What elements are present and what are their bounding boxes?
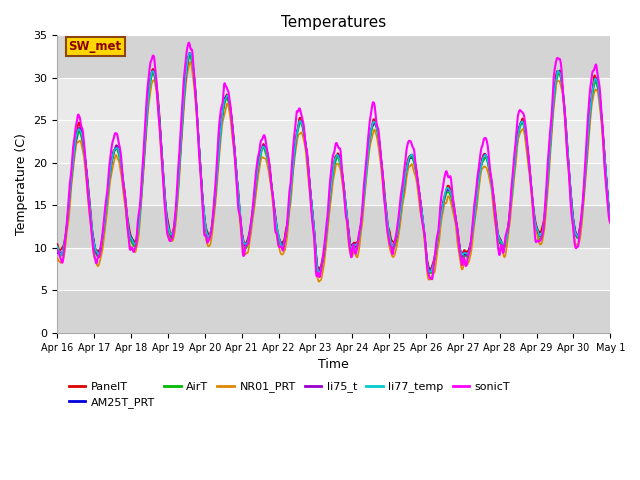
AM25T_PRT: [315, 270, 323, 276]
Bar: [58, 205, 611, 248]
NR01_PRT: [420, 237, 428, 242]
PanelT: [420, 227, 428, 233]
AM25T_PRT: [541, 207, 549, 213]
NR01_PRT: [541, 218, 549, 224]
AirT: [177, 154, 184, 159]
li77_temp: [54, 244, 61, 250]
PanelT: [541, 204, 549, 209]
Bar: [58, 290, 611, 333]
AM25T_PRT: [493, 223, 500, 229]
Line: li77_temp: li77_temp: [58, 53, 611, 273]
li75_t: [493, 222, 500, 228]
Bar: [58, 248, 611, 290]
li77_temp: [239, 234, 246, 240]
sonicT: [185, 40, 193, 46]
NR01_PRT: [315, 279, 323, 285]
li75_t: [607, 212, 614, 217]
PanelT: [607, 211, 614, 216]
NR01_PRT: [177, 157, 184, 163]
PanelT: [493, 218, 500, 224]
NR01_PRT: [493, 231, 500, 237]
NR01_PRT: [607, 220, 614, 226]
li77_temp: [493, 222, 500, 228]
li75_t: [186, 50, 193, 56]
AM25T_PRT: [177, 150, 184, 156]
Line: PanelT: PanelT: [58, 54, 611, 269]
sonicT: [493, 228, 500, 234]
X-axis label: Time: Time: [319, 358, 349, 371]
AirT: [541, 209, 549, 215]
Line: AM25T_PRT: AM25T_PRT: [58, 55, 611, 273]
PanelT: [54, 241, 61, 247]
Line: AirT: AirT: [58, 57, 611, 275]
Legend: PanelT, AM25T_PRT, AirT, NR01_PRT, li75_t, li77_temp, sonicT: PanelT, AM25T_PRT, AirT, NR01_PRT, li75_…: [65, 377, 515, 412]
sonicT: [607, 220, 614, 226]
NR01_PRT: [239, 242, 246, 248]
AM25T_PRT: [420, 230, 428, 236]
li75_t: [420, 226, 428, 231]
AirT: [493, 225, 500, 230]
AirT: [54, 248, 61, 253]
AirT: [186, 54, 194, 60]
PanelT: [186, 51, 194, 57]
sonicT: [428, 276, 436, 282]
li77_temp: [186, 50, 194, 56]
sonicT: [420, 228, 428, 233]
AirT: [420, 232, 428, 238]
PanelT: [427, 266, 435, 272]
PanelT: [239, 233, 246, 239]
AirT: [316, 272, 323, 277]
NR01_PRT: [186, 59, 194, 65]
Bar: [58, 163, 611, 205]
AM25T_PRT: [54, 250, 61, 256]
li77_temp: [420, 228, 428, 234]
Bar: [58, 36, 611, 78]
li75_t: [239, 233, 246, 239]
Bar: [58, 120, 611, 163]
AM25T_PRT: [239, 238, 246, 243]
sonicT: [54, 248, 61, 253]
AirT: [163, 217, 171, 223]
sonicT: [177, 133, 184, 139]
li77_temp: [316, 270, 323, 276]
Text: SW_met: SW_met: [68, 40, 122, 53]
li75_t: [426, 268, 434, 274]
li77_temp: [177, 149, 184, 155]
PanelT: [163, 212, 171, 218]
li77_temp: [541, 204, 549, 210]
Line: li75_t: li75_t: [58, 53, 611, 271]
sonicT: [163, 228, 171, 234]
li77_temp: [607, 213, 614, 218]
NR01_PRT: [54, 255, 61, 261]
sonicT: [239, 248, 246, 254]
PanelT: [177, 144, 184, 150]
Bar: [58, 78, 611, 120]
li75_t: [54, 245, 61, 251]
AM25T_PRT: [163, 217, 171, 223]
li75_t: [177, 150, 184, 156]
AirT: [239, 238, 246, 243]
AirT: [607, 214, 614, 219]
NR01_PRT: [163, 224, 171, 229]
li75_t: [163, 215, 171, 220]
Y-axis label: Temperature (C): Temperature (C): [15, 133, 28, 235]
AM25T_PRT: [186, 52, 193, 58]
AM25T_PRT: [607, 212, 614, 218]
Line: sonicT: sonicT: [58, 43, 611, 279]
li77_temp: [163, 216, 171, 222]
li75_t: [541, 206, 549, 212]
Title: Temperatures: Temperatures: [281, 15, 387, 30]
sonicT: [541, 199, 549, 204]
Line: NR01_PRT: NR01_PRT: [58, 62, 611, 282]
